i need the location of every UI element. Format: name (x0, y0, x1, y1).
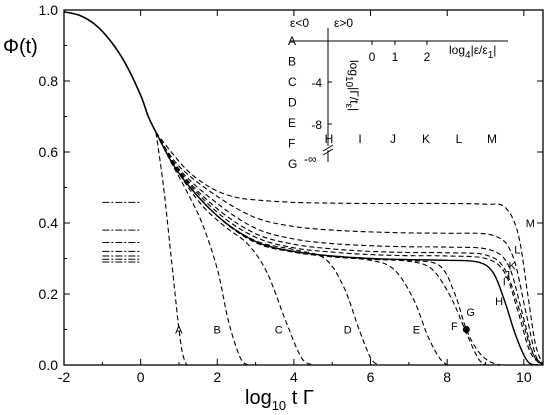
curves (63, 11, 544, 366)
x-tick-label: 6 (367, 369, 375, 385)
inset-point-a: A (288, 34, 296, 48)
y-tick-label: 0.4 (39, 215, 59, 231)
y-tick-label: 0.0 (39, 357, 59, 373)
curve-label-i: I (503, 277, 506, 289)
y-tick-label: 1.0 (39, 2, 59, 18)
curve-label-e: E (413, 325, 420, 337)
x-tick-label: 0 (137, 369, 145, 385)
inset-axis-break-2 (322, 148, 334, 156)
curve-label-m: M (526, 218, 535, 230)
curve-c (155, 132, 314, 366)
curve-b (155, 132, 249, 366)
plateau-marks (102, 201, 141, 263)
x-tick-label: -2 (58, 369, 71, 385)
inset-point-c: C (288, 75, 297, 89)
inset-y-tick-label: -4 (311, 76, 322, 90)
curve-k (155, 132, 544, 366)
curve-label-b: B (213, 325, 220, 337)
x-tick-label: 10 (516, 369, 532, 385)
inset-point-h: H (325, 132, 334, 146)
inset-x-tick-label: 1 (392, 50, 399, 64)
inset-left-header: ε<0 (290, 16, 309, 30)
y-tick-label: 0.8 (39, 73, 59, 89)
y-tick-label: 0.6 (39, 144, 59, 160)
inset-x-axis-label: log4|ε/ε1| (449, 43, 496, 61)
inset-point-l: L (456, 132, 463, 146)
inset-x-tick-label: 2 (424, 50, 431, 64)
curve-common-start (63, 11, 157, 133)
x-tick-label: 4 (290, 369, 298, 385)
inset-axis-break (322, 144, 334, 152)
inset-point-j: J (390, 132, 396, 146)
curve-j (155, 132, 544, 366)
curve-label-h: H (495, 296, 503, 308)
curve-label-j: J (505, 269, 511, 281)
inset-point-m: M (487, 132, 497, 146)
inset-x-tick-label: 0 (369, 50, 376, 64)
inset-point-d: D (288, 96, 297, 110)
axis-ticks: -2 0 2 4 6 8 100.00.20.40.60.81.0 (39, 2, 543, 385)
inset-infinity-label: -∞ (304, 152, 317, 166)
curve-label-c: C (275, 325, 283, 337)
inset-y-axis-label: log10|Γ/tε| (343, 60, 361, 111)
inset-point-g: G (288, 157, 297, 171)
y-tick-label: 0.2 (39, 286, 59, 302)
x-tick-label: 2 (213, 369, 221, 385)
x-tick-label: 8 (443, 369, 451, 385)
curve-label-g: G (466, 307, 475, 319)
inset-point-i: I (358, 132, 361, 146)
y-axis-label: Φ(t) (3, 36, 38, 58)
inset-right-header: ε>0 (334, 16, 353, 30)
inset-point-e: E (288, 116, 296, 130)
x-axis-label: log10 t Γ (245, 387, 314, 413)
curve-label-f: F (451, 321, 458, 333)
inset-point-b: B (288, 55, 296, 69)
curve-label-a: A (175, 325, 183, 337)
curve-label-k: K (509, 261, 517, 273)
inset-point-k: K (422, 132, 430, 146)
critical-point-marker (462, 326, 470, 333)
curve-a (155, 132, 188, 366)
curve-h (155, 132, 540, 366)
curve-f (155, 132, 486, 366)
inset-ticks: 0 1 2 -4 -8 (311, 41, 431, 132)
curve-label-l: L (514, 245, 520, 257)
inset-diagram: ε<0 ε>0 0 1 2 -4 -8 log4|ε/ε1| log10|Γ/tε| -… (288, 16, 508, 171)
inset-point-f: F (288, 137, 295, 151)
curve-label-d: D (344, 325, 352, 337)
curve-m (155, 132, 544, 366)
curve-i (155, 132, 542, 366)
inset-y-tick-label: -8 (311, 118, 322, 132)
